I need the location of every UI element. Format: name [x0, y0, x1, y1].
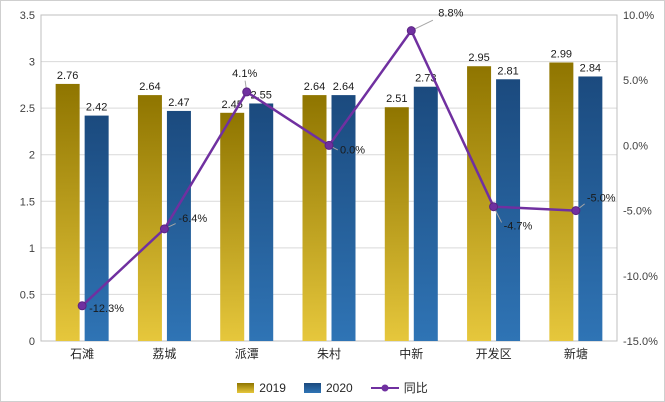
legend-swatch-yoy-marker — [381, 384, 389, 391]
svg-text:3: 3 — [29, 57, 35, 69]
svg-text:1.5: 1.5 — [20, 196, 35, 208]
svg-text:2.64: 2.64 — [304, 81, 325, 93]
legend-label-2019: 2019 — [259, 380, 286, 395]
svg-text:2.51: 2.51 — [386, 93, 407, 105]
legend-label-yoy: 同比 — [403, 381, 428, 395]
svg-text:2.76: 2.76 — [57, 70, 78, 82]
legend-swatch-yoy-line — [370, 384, 399, 391]
svg-text:-10.0%: -10.0% — [623, 271, 658, 283]
svg-text:-15.0%: -15.0% — [623, 336, 658, 348]
svg-text:10.0%: 10.0% — [623, 10, 654, 22]
svg-text:-12.3%: -12.3% — [89, 303, 124, 315]
svg-text:2.84: 2.84 — [580, 62, 601, 74]
legend-label-2020: 2020 — [325, 380, 353, 395]
legend-item-2019: 2019 — [237, 381, 286, 395]
svg-text:8.8%: 8.8% — [438, 8, 463, 20]
svg-text:2.64: 2.64 — [333, 81, 354, 93]
chart-legend: 2019 2020 同比 — [1, 379, 664, 396]
svg-text:2: 2 — [29, 150, 35, 162]
legend-swatch-2020 — [303, 382, 321, 393]
svg-text:5.0%: 5.0% — [623, 75, 648, 87]
legend-item-yoy: 同比 — [370, 379, 428, 396]
svg-text:2.5: 2.5 — [20, 103, 35, 115]
svg-text:2.81: 2.81 — [497, 65, 518, 77]
svg-text:1: 1 — [29, 243, 35, 255]
svg-text:-4.7%: -4.7% — [504, 221, 533, 233]
legend-item-2020: 2020 — [303, 380, 353, 395]
svg-text:0.0%: 0.0% — [340, 144, 365, 156]
svg-text:-5.0%: -5.0% — [587, 193, 616, 205]
svg-text:-6.4%: -6.4% — [178, 213, 207, 225]
svg-text:新塘: 新塘 — [564, 346, 588, 361]
svg-text:派潭: 派潭 — [235, 347, 259, 361]
svg-text:2.64: 2.64 — [139, 81, 160, 93]
svg-text:2.47: 2.47 — [168, 97, 189, 109]
svg-text:中新: 中新 — [399, 346, 423, 361]
legend-swatch-2019 — [237, 382, 255, 393]
svg-text:0.0%: 0.0% — [623, 140, 648, 152]
svg-text:-5.0%: -5.0% — [623, 206, 652, 218]
svg-text:0: 0 — [29, 336, 35, 348]
svg-text:2.99: 2.99 — [551, 49, 572, 61]
svg-text:开发区: 开发区 — [476, 346, 512, 361]
svg-text:4.1%: 4.1% — [232, 68, 257, 80]
svg-text:朱村: 朱村 — [317, 347, 341, 361]
svg-text:0.5: 0.5 — [20, 289, 35, 301]
svg-text:2.95: 2.95 — [468, 52, 489, 64]
svg-text:荔城: 荔城 — [152, 347, 176, 361]
svg-text:3.5: 3.5 — [20, 10, 35, 22]
svg-text:石滩: 石滩 — [70, 347, 94, 361]
svg-text:2.42: 2.42 — [86, 102, 107, 114]
